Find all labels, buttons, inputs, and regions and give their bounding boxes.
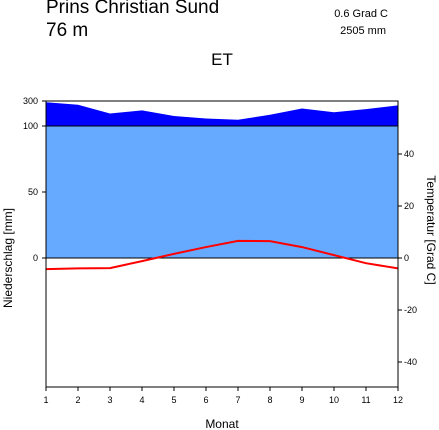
precip-tick-label: 0 bbox=[33, 253, 38, 263]
annual-precipitation: 2505 mm bbox=[340, 25, 386, 37]
x-tick-label: 8 bbox=[267, 395, 272, 405]
precip-tick-label: 100 bbox=[23, 121, 38, 131]
climate-classification: ET bbox=[211, 50, 233, 69]
temp-tick-label: -20 bbox=[404, 305, 417, 315]
x-tick-label: 12 bbox=[393, 395, 403, 405]
temp-tick-label: 40 bbox=[404, 149, 414, 159]
mean-temperature: 0.6 Grad C bbox=[334, 8, 388, 20]
x-tick-label: 5 bbox=[171, 395, 176, 405]
precipitation-axis-title: Niederschlag [mm] bbox=[1, 208, 15, 308]
x-tick-label: 3 bbox=[107, 395, 112, 405]
x-tick-label: 2 bbox=[75, 395, 80, 405]
station-elevation: 76 m bbox=[46, 20, 89, 41]
plot-frame bbox=[45, 100, 399, 388]
x-axis-title: Monat bbox=[205, 417, 239, 430]
x-tick-label: 11 bbox=[361, 395, 370, 405]
precipitation-area-humid bbox=[46, 126, 398, 258]
x-tick-label: 9 bbox=[299, 395, 304, 405]
x-tick-label: 6 bbox=[203, 395, 208, 405]
precip-tick-label: 300 bbox=[23, 96, 38, 106]
temp-tick-label: 20 bbox=[404, 201, 414, 211]
precip-tick-label: 50 bbox=[28, 187, 38, 197]
x-tick-label: 10 bbox=[329, 395, 339, 405]
temp-tick-label: 0 bbox=[404, 253, 409, 263]
x-tick-label: 7 bbox=[235, 395, 240, 405]
temp-tick-label: -40 bbox=[404, 357, 417, 367]
precipitation-area-perhumid bbox=[46, 102, 398, 126]
x-tick-label: 1 bbox=[43, 395, 48, 405]
x-tick-label: 4 bbox=[139, 395, 144, 405]
temperature-line bbox=[45, 239, 399, 271]
temperature-axis-title: Temperatur [Grad C] bbox=[424, 175, 438, 284]
station-name: Prins Christian Sund bbox=[46, 0, 220, 18]
